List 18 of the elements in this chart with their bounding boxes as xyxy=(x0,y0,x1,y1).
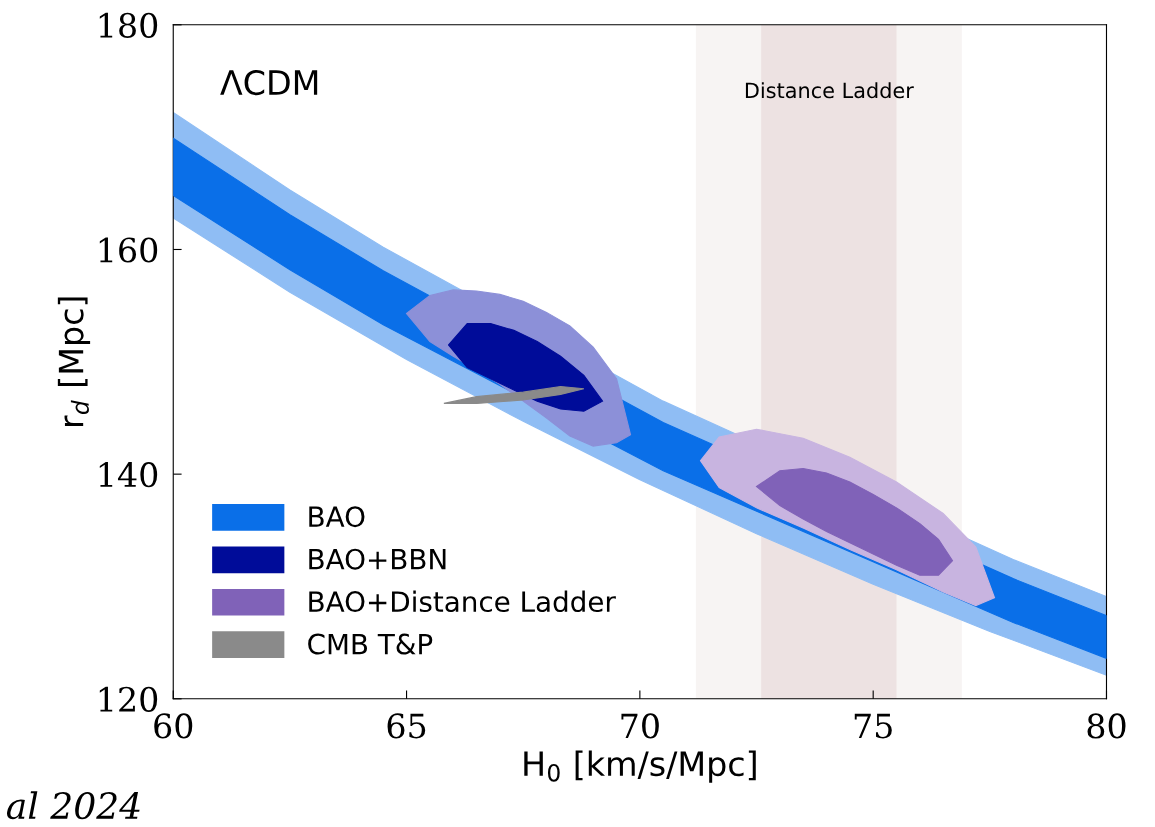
x-axis-title: H$_{0}$ [km/s/Mpc] xyxy=(524,750,756,783)
x-tick-label: 70 xyxy=(621,713,659,739)
legend-label: BAO+Distance Ladder xyxy=(309,590,616,613)
annotation: ΛCDM xyxy=(220,69,318,96)
y-tick-label: 140 xyxy=(99,462,158,488)
legend-label: CMB T&P xyxy=(308,633,433,655)
band-label: Distance Ladder xyxy=(745,82,914,99)
x-tick-label: 65 xyxy=(387,713,426,739)
y-tick-label: 120 xyxy=(99,686,158,712)
x-tick-label: 75 xyxy=(854,713,892,739)
y-tick-label: 160 xyxy=(99,237,158,263)
legend-label: BAO+BBN xyxy=(309,548,446,570)
x-tick-label: 80 xyxy=(1087,713,1126,739)
y-axis-title: r$_{d}$ [Mpc] xyxy=(57,297,91,427)
legend-label: BAO xyxy=(309,506,365,528)
text: al 2024 xyxy=(6,791,140,820)
x-tick-label: 60 xyxy=(154,713,193,739)
y-tick-label: 180 xyxy=(99,12,158,38)
